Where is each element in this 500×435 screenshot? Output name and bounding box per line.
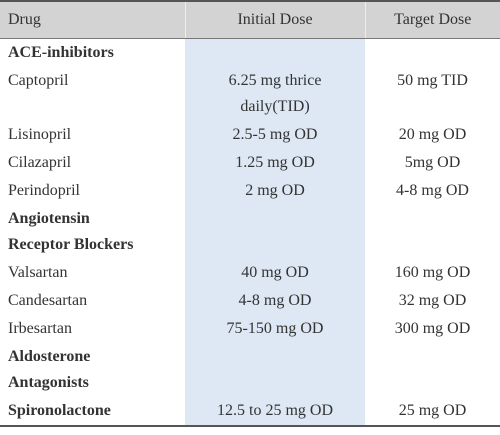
cell-text: 50 mg TID: [397, 72, 468, 89]
table-header: Drug Initial Dose Target Dose: [0, 1, 500, 39]
drug-row: Irbesartan 75-150 mg OD 300 mg OD: [0, 315, 500, 343]
initial-dose: 2.5-5 mg OD: [185, 121, 365, 149]
initial-dose: 1.25 mg OD: [185, 149, 365, 177]
section-heading: Aldosterone Antagonists: [8, 348, 91, 391]
initial-dose: 40 mg OD: [185, 259, 365, 287]
target-dose: 160 mg OD: [365, 259, 500, 287]
drug-row: Valsartan 40 mg OD 160 mg OD: [0, 259, 500, 287]
table-body: ACE-inhibitors Captopril 6.25 mg thrice da…: [0, 38, 500, 426]
header-cell: Drug: [0, 1, 186, 39]
drug-name: Cilazapril: [0, 149, 185, 177]
drug-name: Captopril: [0, 67, 185, 121]
cell-text: 75-150 mg OD: [226, 320, 324, 337]
drug-name: Lisinopril: [0, 121, 185, 149]
cell-text: 1.25 mg OD: [235, 154, 315, 171]
cell-text: Candesartan: [8, 292, 88, 309]
header-cell: Target Dose: [365, 1, 500, 39]
cell-text: Valsartan: [8, 264, 68, 281]
target-dose: 25 mg OD: [365, 397, 500, 426]
section-row: Angiotensin Receptor Blockers: [0, 205, 500, 259]
drug-row: Lisinopril 2.5-5 mg OD 20 mg OD: [0, 121, 500, 149]
header-cell: Initial Dose: [185, 1, 366, 39]
drug-name: Perindopril: [0, 177, 185, 205]
drug-name: Spironolactone: [0, 397, 185, 426]
initial-dose: 2 mg OD: [185, 177, 365, 205]
cell-text: 2 mg OD: [245, 182, 305, 199]
initial-dose: 4-8 mg OD: [185, 287, 365, 315]
section-row: Aldosterone Antagonists: [0, 343, 500, 397]
initial-dose: 75-150 mg OD: [185, 315, 365, 343]
cell-text: 300 mg OD: [394, 320, 471, 337]
cell-text: 6.25 mg thrice daily(TID): [228, 72, 322, 115]
cell-text: 4-8 mg OD: [238, 292, 312, 309]
target-dose: 50 mg TID: [365, 67, 500, 121]
empty-cell: [365, 343, 500, 397]
empty-cell: [185, 38, 365, 67]
section-row: ACE-inhibitors: [0, 38, 500, 68]
cell-text: 40 mg OD: [241, 264, 309, 281]
cell-text: 5mg OD: [404, 154, 461, 171]
initial-dose: 6.25 mg thrice daily(TID): [185, 67, 365, 121]
empty-cell: [365, 39, 500, 68]
drug-row: Cilazapril 1.25 mg OD 5mg OD: [0, 149, 500, 177]
drug-name: Candesartan: [0, 287, 185, 315]
section-heading: ACE-inhibitors: [8, 44, 114, 61]
cell-text: Irbesartan: [8, 320, 72, 337]
cell-text: 12.5 to 25 mg OD: [217, 402, 333, 419]
drug-name: Valsartan: [0, 259, 185, 287]
target-dose: 300 mg OD: [365, 315, 500, 343]
empty-cell: [185, 343, 365, 397]
cell-text: Lisinopril: [8, 126, 72, 143]
header-row: Drug Initial Dose Target Dose: [0, 1, 500, 39]
cell-text: 2.5-5 mg OD: [232, 126, 318, 143]
target-dose: 20 mg OD: [365, 121, 500, 149]
cell-text: Captopril: [8, 72, 69, 89]
target-dose: 5mg OD: [365, 149, 500, 177]
drug-row: Candesartan 4-8 mg OD 32 mg OD: [0, 287, 500, 315]
section-heading: Angiotensin Receptor Blockers: [8, 210, 134, 253]
cell-text: 4-8 mg OD: [396, 182, 469, 199]
cell-text: 20 mg OD: [398, 126, 467, 143]
cell-text: 160 mg OD: [394, 264, 471, 281]
initial-dose: 12.5 to 25 mg OD: [185, 397, 365, 426]
cell-text: Cilazapril: [8, 154, 72, 171]
cell-text: Spironolactone: [8, 402, 111, 419]
drug-row: Captopril 6.25 mg thrice daily(TID) 50 mg …: [0, 67, 500, 121]
drug-name: Irbesartan: [0, 315, 185, 343]
empty-cell: [185, 205, 365, 259]
empty-cell: [365, 205, 500, 259]
cell-text: 25 mg OD: [398, 402, 467, 419]
target-dose: 32 mg OD: [365, 287, 500, 315]
target-dose: 4-8 mg OD: [365, 177, 500, 205]
drug-row: Spironolactone 12.5 to 25 mg OD 25 mg OD: [0, 397, 500, 426]
cell-text: 32 mg OD: [398, 292, 467, 309]
drug-row: Perindopril 2 mg OD 4-8 mg OD: [0, 177, 500, 205]
cell-text: Perindopril: [8, 182, 80, 199]
